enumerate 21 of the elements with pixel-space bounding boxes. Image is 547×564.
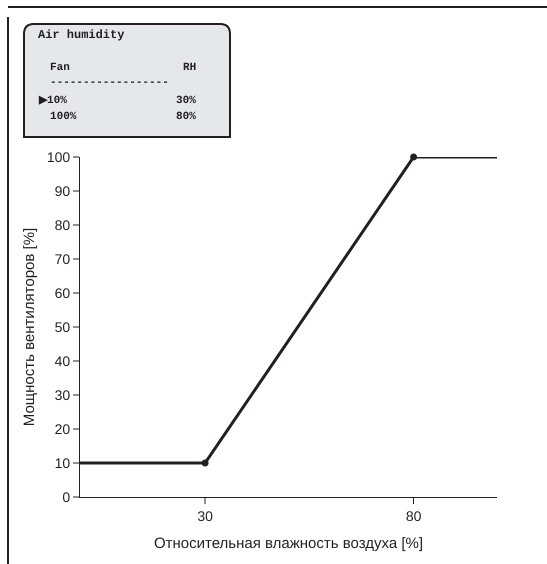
text: RH [183, 62, 196, 74]
text: ------------------ [50, 77, 169, 89]
y-tick-label: 50 [54, 318, 70, 335]
text: Fan [50, 62, 70, 74]
y-tick-label: 100 [46, 148, 70, 165]
y-tick-label: 20 [54, 420, 70, 437]
x-axis-title: Относительная влажность воздуха [%] [154, 534, 424, 552]
y-tick-label: 60 [54, 284, 70, 301]
y-tick-label: 90 [54, 182, 70, 199]
y-tick-label: 40 [54, 352, 70, 369]
y-tick-label: 0 [62, 488, 70, 505]
text: 30% [176, 95, 196, 107]
y-tick-label: 80 [54, 216, 70, 233]
text: 80% [176, 111, 196, 123]
text: Air humidity [38, 28, 124, 42]
text: ▶10% [38, 95, 68, 107]
text: 100% [50, 111, 77, 123]
y-tick-label: 70 [54, 250, 70, 267]
y-tick-label: 30 [54, 386, 70, 403]
y-tick-label: 10 [54, 454, 70, 471]
y-axis-title: Мощность вентиляторов [%] [21, 228, 38, 426]
